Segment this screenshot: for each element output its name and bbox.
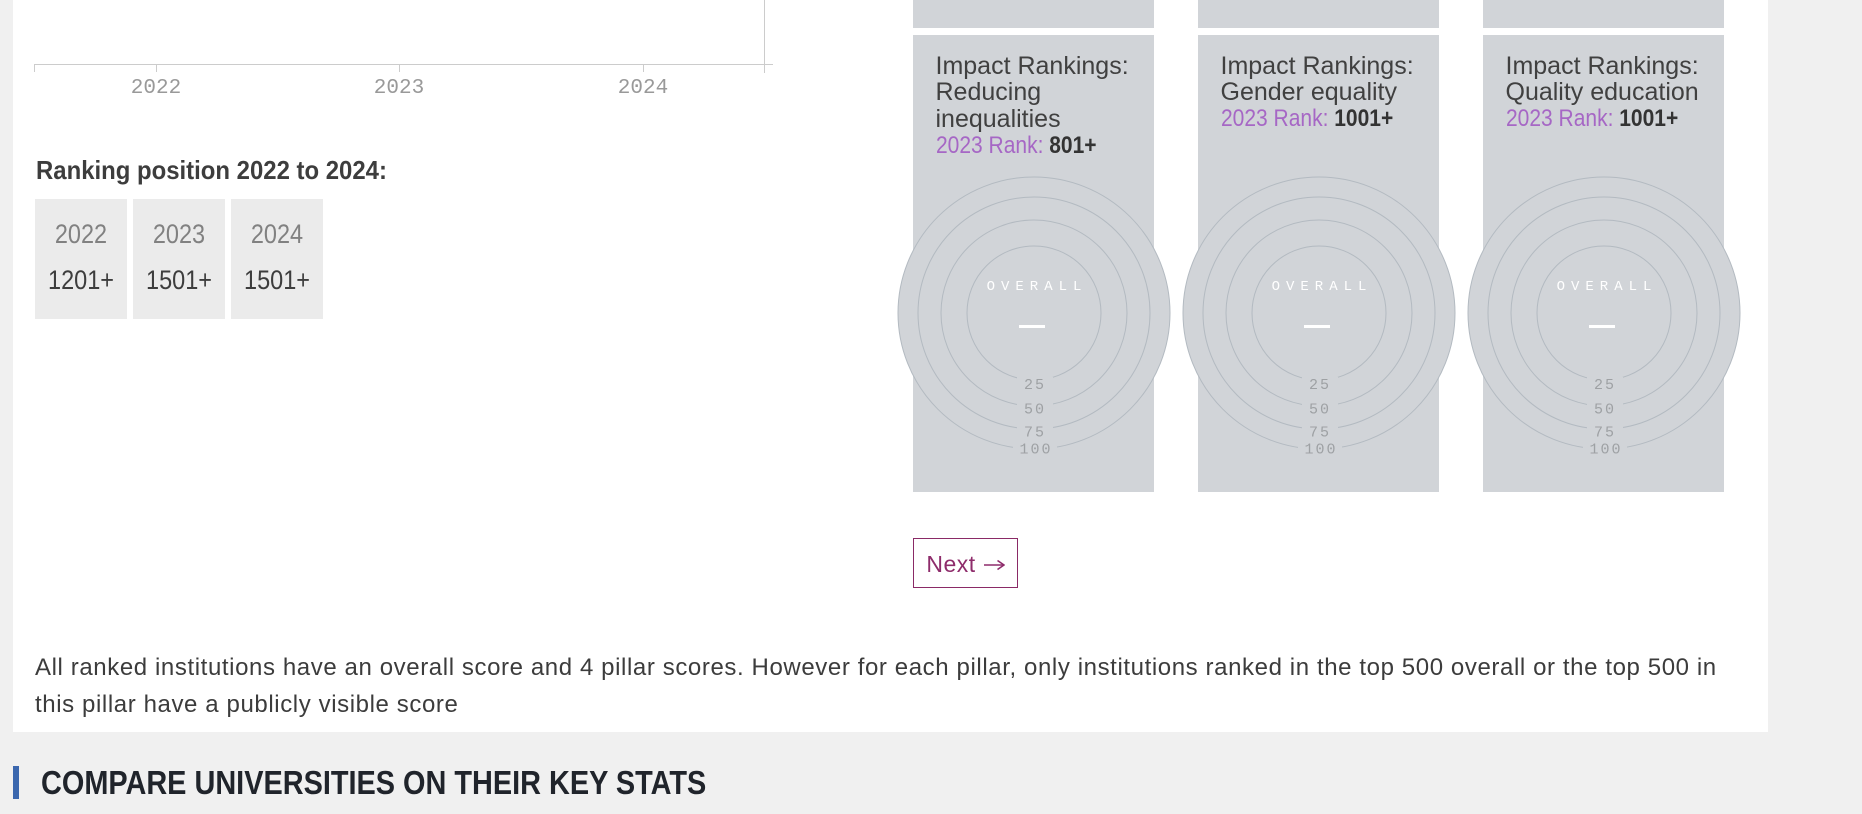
svg-text:2023: 2023 [374,77,424,100]
svg-text:100: 100 [1589,442,1622,459]
svg-text:25: 25 [1593,377,1615,394]
svg-text:2022: 2022 [131,77,181,100]
svg-text:100: 100 [1304,442,1337,459]
svg-text:OVERALL: OVERALL [1271,279,1372,295]
svg-text:2024: 2024 [618,77,668,100]
svg-text:50: 50 [1308,402,1330,419]
svg-text:50: 50 [1593,402,1615,419]
svg-text:OVERALL: OVERALL [986,279,1087,295]
svg-text:75: 75 [1023,425,1045,442]
svg-text:OVERALL: OVERALL [1556,279,1657,295]
svg-text:75: 75 [1308,425,1330,442]
svg-text:25: 25 [1023,377,1045,394]
svg-text:75: 75 [1593,425,1615,442]
svg-text:50: 50 [1023,402,1045,419]
svg-text:25: 25 [1308,377,1330,394]
svg-text:100: 100 [1019,442,1052,459]
